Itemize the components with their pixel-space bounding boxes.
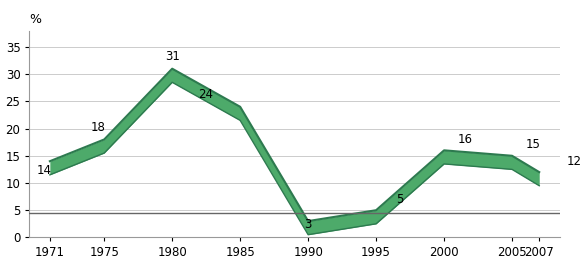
Text: 14: 14 (36, 164, 51, 177)
Text: 5: 5 (396, 193, 403, 206)
Text: 31: 31 (165, 50, 180, 63)
Text: 16: 16 (458, 133, 473, 146)
Text: 12: 12 (567, 155, 581, 168)
Text: 24: 24 (198, 88, 213, 101)
Text: 18: 18 (91, 121, 105, 134)
Text: 3: 3 (305, 218, 312, 231)
Text: 15: 15 (526, 138, 540, 151)
Text: %: % (29, 14, 42, 26)
